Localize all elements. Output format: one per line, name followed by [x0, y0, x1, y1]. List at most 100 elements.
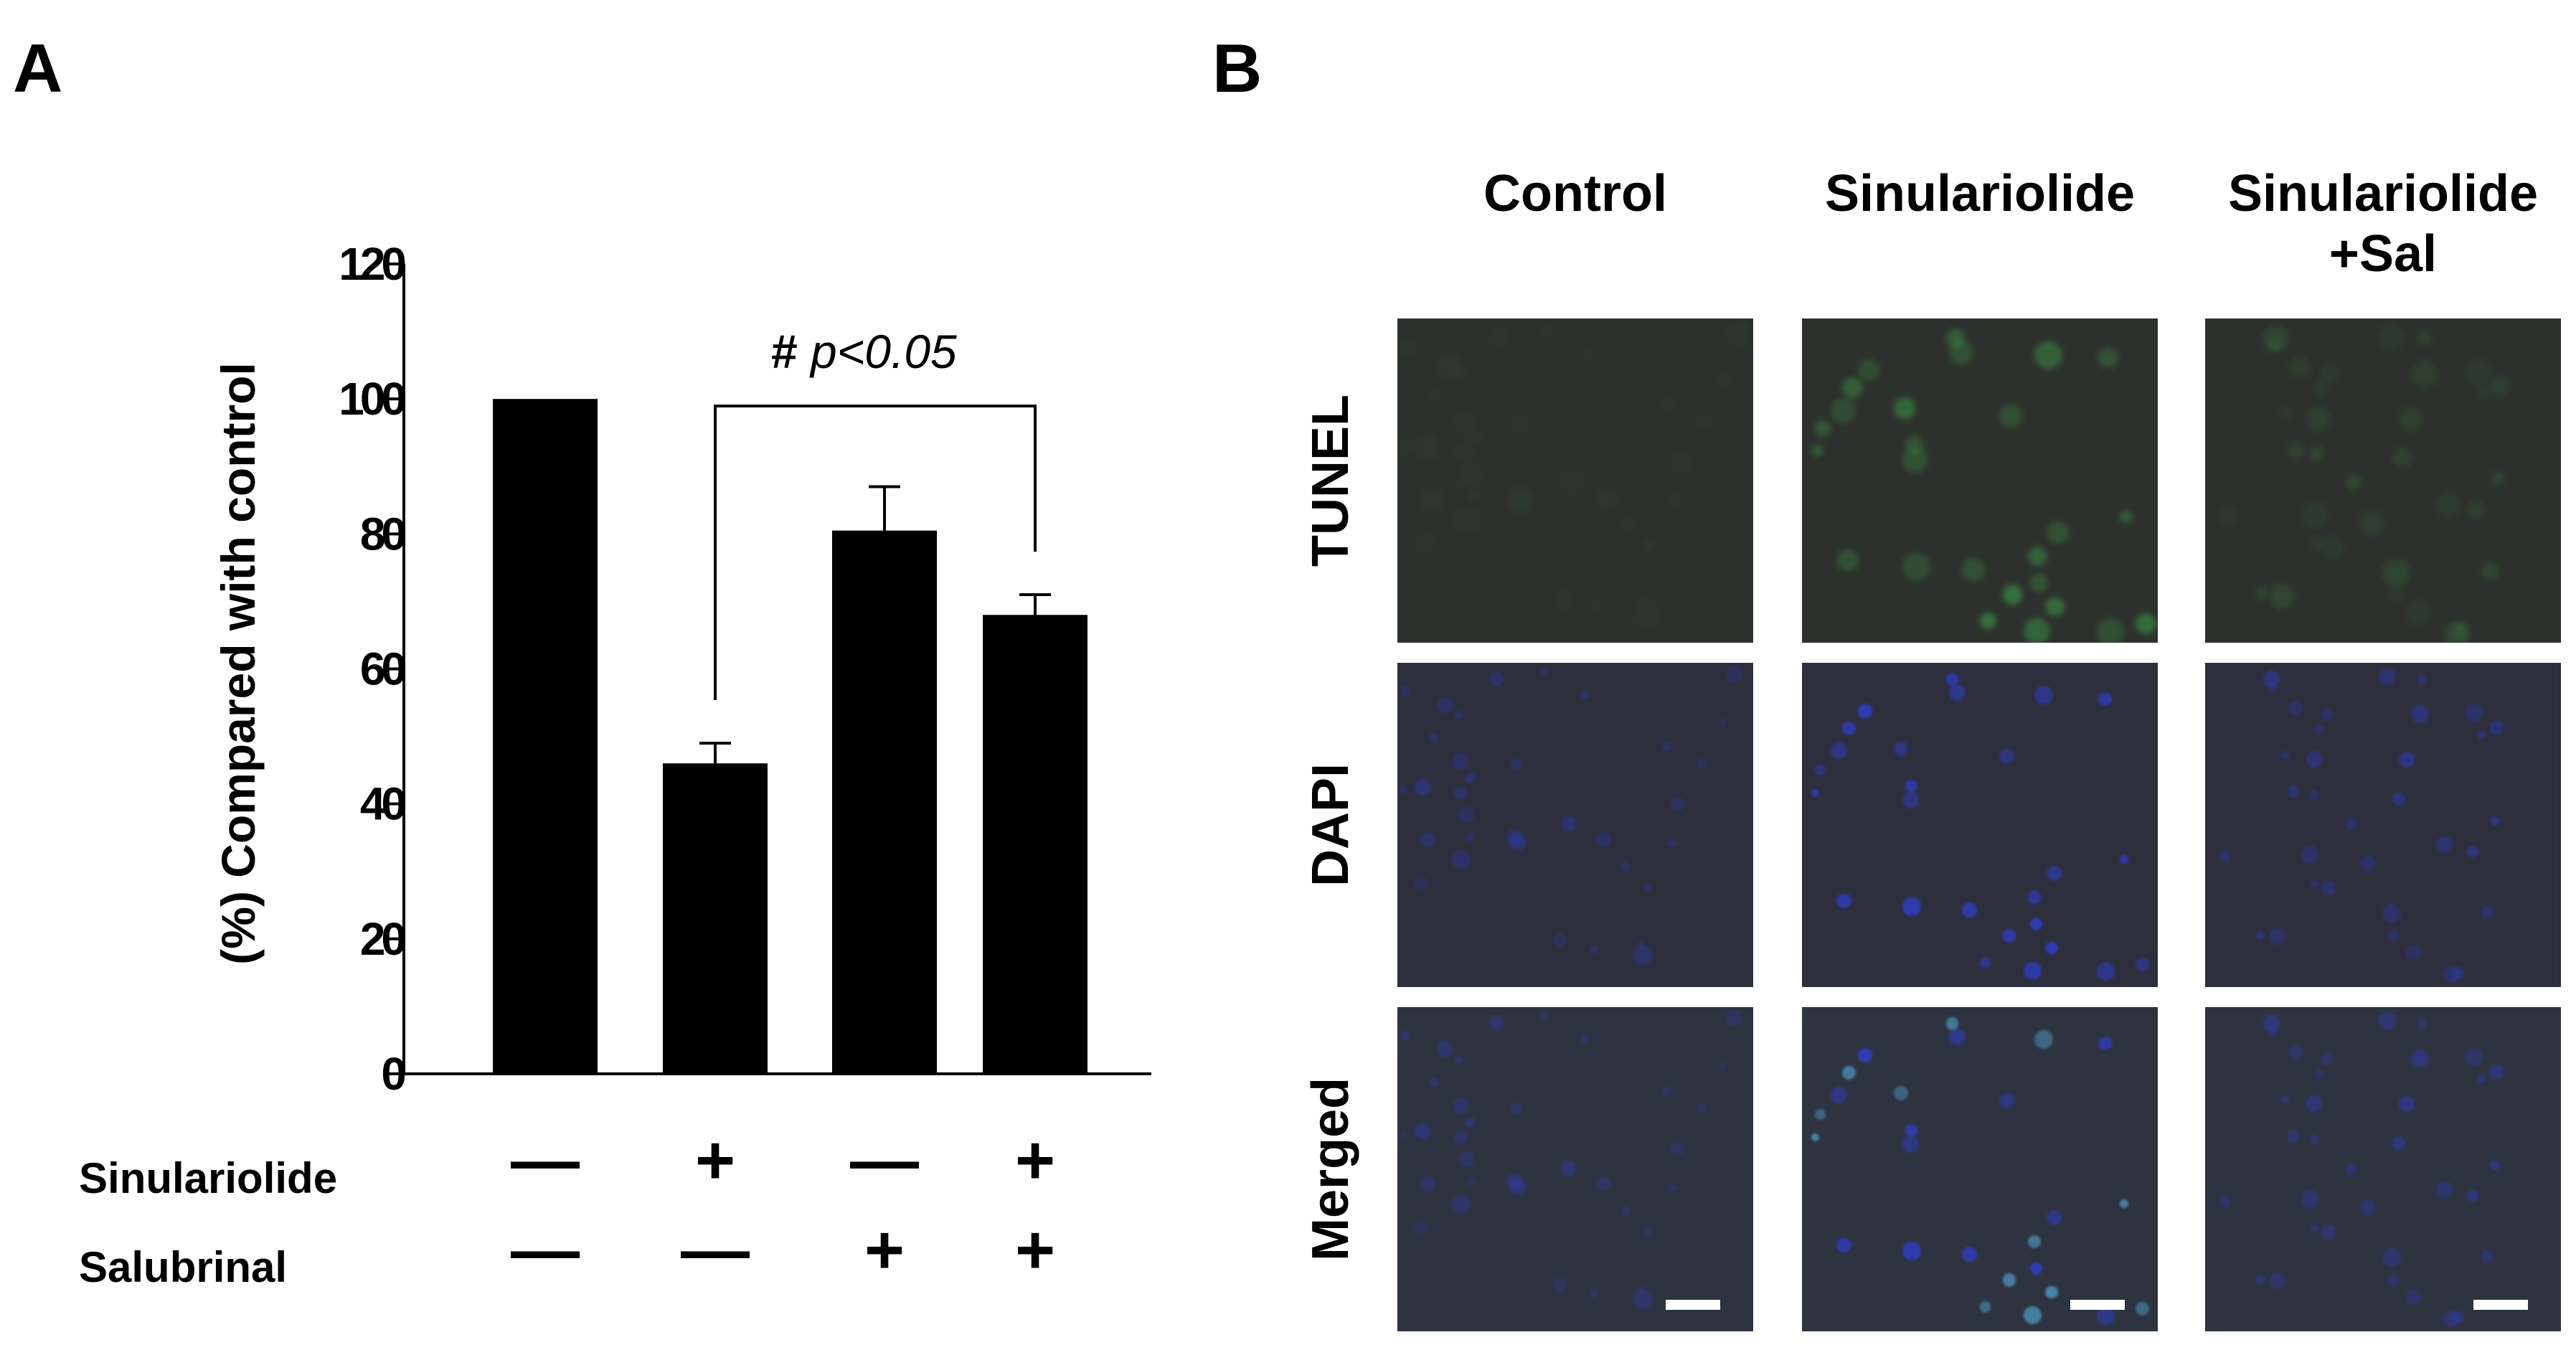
cell-dot: [1831, 742, 1848, 760]
treatment-sign: +: [1014, 1122, 1056, 1199]
cell-dot: [1506, 484, 1532, 509]
cell-dot: [2096, 618, 2125, 643]
cell-dot: [2314, 380, 2329, 395]
cell-dot: [2481, 906, 2494, 919]
cell-dot: [2045, 1285, 2058, 1299]
cell-dot: [2382, 559, 2410, 587]
cell-dot: [2045, 597, 2065, 616]
cell-dot: [1581, 346, 1593, 358]
bar-4: [983, 615, 1088, 1074]
cell-dot: [1857, 704, 1872, 718]
cell-dot: [2465, 1047, 2483, 1067]
cell-dot: [1719, 1062, 1727, 1071]
cell-dot: [2256, 1275, 2265, 1284]
cell-dot: [1488, 671, 1504, 686]
column-header: Sinulariolide +Sal: [2228, 164, 2538, 284]
cell-dot: [1595, 831, 1611, 847]
cell-dot: [1509, 490, 1534, 515]
cell-dot: [1668, 1183, 1676, 1192]
cell-dot: [1945, 329, 1965, 348]
cell-dot: [1430, 389, 1442, 401]
cell-dot: [2490, 1161, 2500, 1170]
cell-dot: [2443, 1311, 2461, 1328]
micrograph-dapi-3: [2205, 663, 2561, 987]
micrograph-tunel-2: [1802, 318, 2158, 643]
cell-dot: [2320, 707, 2334, 721]
cell-dot: [1670, 1141, 1685, 1156]
cell-dot: [1719, 718, 1727, 727]
cell-dot: [1398, 785, 1407, 795]
cell-dot: [2301, 501, 2329, 529]
cell-dot: [1671, 453, 1692, 473]
treatment-sign: —: [511, 1212, 580, 1288]
cell-dot: [2308, 1134, 2319, 1145]
cell-dot: [1506, 1173, 1523, 1190]
y-tick-label: 20: [360, 913, 405, 965]
cell-dot: [2451, 967, 2464, 980]
cell-dot: [2135, 957, 2150, 972]
cell-dot: [1452, 1194, 1471, 1214]
cell-dot: [1841, 1065, 1856, 1080]
cell-dot: [1980, 1301, 1991, 1313]
cell-dot: [1811, 1133, 1819, 1141]
cell-dot: [1414, 1220, 1429, 1235]
cell-dot: [1595, 487, 1618, 510]
cell-dot: [2263, 670, 2280, 688]
cell-dot: [2417, 675, 2427, 684]
cell-dot: [2345, 1163, 2356, 1174]
cell-dot: [1509, 834, 1526, 851]
cell-dot: [1696, 1102, 1707, 1113]
cell-dot: [1430, 733, 1438, 742]
cell-dot: [1643, 1228, 1651, 1236]
cell-dot: [1836, 1237, 1851, 1252]
cell-dot: [2219, 506, 2237, 524]
cell-dot: [2478, 387, 2490, 399]
cell-dot: [2286, 785, 2299, 798]
cell-dot: [2308, 790, 2319, 801]
cell-dot: [1814, 1109, 1826, 1120]
cell-dot: [1430, 1077, 1438, 1086]
cell-dot: [2002, 929, 2016, 943]
cell-dot: [1509, 1179, 1526, 1195]
cell-dot: [2047, 1209, 2062, 1225]
cell-dot: [2024, 1306, 2042, 1324]
cell-dot: [1453, 410, 1477, 434]
cell-dot: [1661, 397, 1676, 412]
cell-dot: [1466, 832, 1476, 842]
cell-dot: [2467, 1189, 2479, 1202]
cell-dot: [2399, 407, 2423, 432]
y-tick-label: 120: [339, 238, 405, 290]
cell-dot: [2027, 546, 2048, 567]
cell-dot: [2120, 854, 2129, 864]
cell-dot: [2288, 700, 2303, 715]
cell-dot: [2443, 966, 2461, 983]
cell-dot: [1633, 602, 1661, 630]
y-tick-label: 100: [339, 373, 405, 425]
cell-dot: [2310, 880, 2319, 889]
bar-1: [493, 399, 598, 1074]
cell-dot: [1539, 666, 1549, 676]
cell-dot: [1436, 352, 1461, 377]
cell-dot: [1905, 779, 1918, 793]
cell-dot: [2263, 326, 2289, 351]
treatment-sign: —: [511, 1122, 580, 1199]
cell-dot: [1893, 397, 1916, 420]
cell-dot: [2288, 356, 2311, 378]
cell-dot: [1814, 765, 1826, 776]
cell-dot: [1643, 539, 1655, 551]
cell-dot: [1458, 807, 1474, 823]
cell-dot: [1419, 832, 1435, 849]
cell-dot: [1419, 1176, 1435, 1193]
cell-dot: [2405, 944, 2422, 961]
cell-dot: [1893, 742, 1908, 757]
cell-dot: [1661, 741, 1672, 752]
cell-dot: [2098, 692, 2112, 707]
treatment-sign: +: [694, 1122, 736, 1199]
cell-dot: [1697, 414, 1712, 430]
cell-dot: [1452, 1098, 1469, 1115]
cell-dot: [1454, 787, 1467, 801]
significance-text: p<0.05: [809, 325, 957, 378]
cell-dot: [2256, 587, 2269, 600]
cell-dot: [1454, 710, 1463, 719]
